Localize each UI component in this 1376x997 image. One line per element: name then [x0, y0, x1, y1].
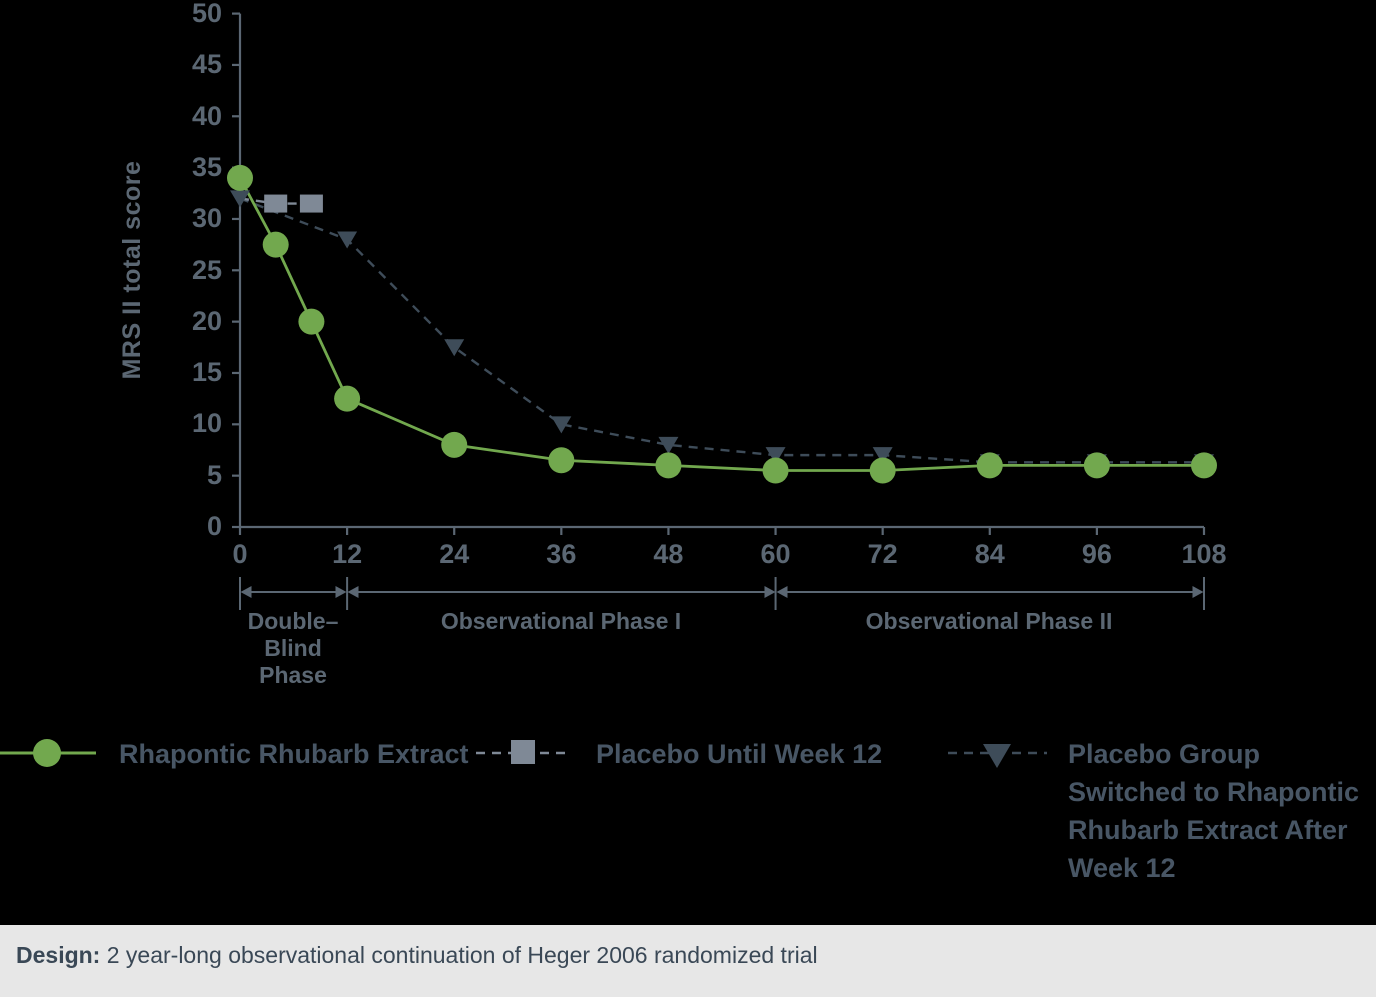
svg-text:35: 35	[192, 152, 222, 182]
svg-text:108: 108	[1181, 539, 1226, 569]
svg-text:96: 96	[1082, 539, 1112, 569]
svg-text:Switched to Rhapontic: Switched to Rhapontic	[1068, 777, 1359, 807]
svg-text:50: 50	[192, 0, 222, 28]
svg-text:Double–: Double–	[248, 608, 339, 634]
svg-text:Week 12: Week 12	[1068, 853, 1176, 883]
svg-text:Phase: Phase	[259, 662, 327, 688]
svg-text:5: 5	[207, 460, 222, 490]
svg-text:15: 15	[192, 357, 222, 387]
svg-text:40: 40	[192, 101, 222, 131]
svg-text:30: 30	[192, 203, 222, 233]
svg-text:Observational Phase II: Observational Phase II	[866, 608, 1113, 634]
svg-text:45: 45	[192, 49, 222, 79]
svg-text:60: 60	[761, 539, 791, 569]
svg-text:84: 84	[975, 539, 1005, 569]
svg-text:Blind: Blind	[264, 635, 322, 661]
svg-text:48: 48	[653, 539, 683, 569]
svg-text:Placebo Until Week 12: Placebo Until Week 12	[596, 739, 882, 769]
svg-text:Placebo Group: Placebo Group	[1068, 739, 1260, 769]
svg-text:72: 72	[868, 539, 898, 569]
svg-text:0: 0	[232, 539, 247, 569]
svg-text:10: 10	[192, 408, 222, 438]
svg-text:12: 12	[332, 539, 362, 569]
svg-text:36: 36	[546, 539, 576, 569]
svg-text:MRS II total score: MRS II total score	[118, 161, 146, 380]
svg-text:25: 25	[192, 255, 222, 285]
svg-text:Rhubarb Extract After: Rhubarb Extract After	[1068, 815, 1348, 845]
svg-text:20: 20	[192, 306, 222, 336]
svg-text:24: 24	[439, 539, 469, 569]
svg-text:0: 0	[207, 511, 222, 541]
svg-text:Rhapontic Rhubarb Extract: Rhapontic Rhubarb Extract	[119, 739, 469, 769]
svg-text:Observational Phase I: Observational Phase I	[441, 608, 681, 634]
